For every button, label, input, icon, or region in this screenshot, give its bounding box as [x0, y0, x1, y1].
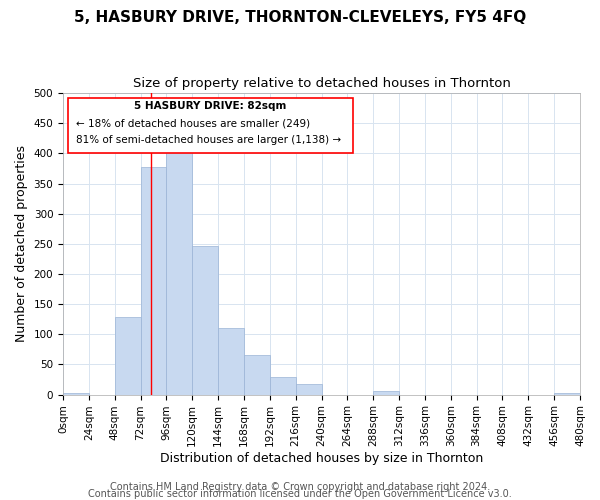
Bar	[244, 356, 270, 395]
Text: 81% of semi-detached houses are larger (1,138) →: 81% of semi-detached houses are larger (…	[76, 136, 341, 145]
Bar	[373, 391, 399, 394]
Bar	[554, 393, 580, 394]
Text: Contains HM Land Registry data © Crown copyright and database right 2024.: Contains HM Land Registry data © Crown c…	[110, 482, 490, 492]
Text: Contains public sector information licensed under the Open Government Licence v3: Contains public sector information licen…	[88, 489, 512, 499]
Bar	[296, 384, 322, 394]
Bar	[270, 376, 296, 394]
Bar	[192, 246, 218, 394]
Text: 5 HASBURY DRIVE: 82sqm: 5 HASBURY DRIVE: 82sqm	[134, 100, 287, 110]
Bar	[218, 328, 244, 394]
Text: ← 18% of detached houses are smaller (249): ← 18% of detached houses are smaller (24…	[76, 118, 310, 128]
Y-axis label: Number of detached properties: Number of detached properties	[15, 146, 28, 342]
Bar	[63, 393, 89, 394]
Bar	[115, 318, 140, 394]
FancyBboxPatch shape	[68, 98, 353, 154]
Title: Size of property relative to detached houses in Thornton: Size of property relative to detached ho…	[133, 78, 511, 90]
Bar	[140, 166, 166, 394]
Text: 5, HASBURY DRIVE, THORNTON-CLEVELEYS, FY5 4FQ: 5, HASBURY DRIVE, THORNTON-CLEVELEYS, FY…	[74, 10, 526, 25]
Bar	[166, 142, 192, 394]
X-axis label: Distribution of detached houses by size in Thornton: Distribution of detached houses by size …	[160, 452, 483, 465]
